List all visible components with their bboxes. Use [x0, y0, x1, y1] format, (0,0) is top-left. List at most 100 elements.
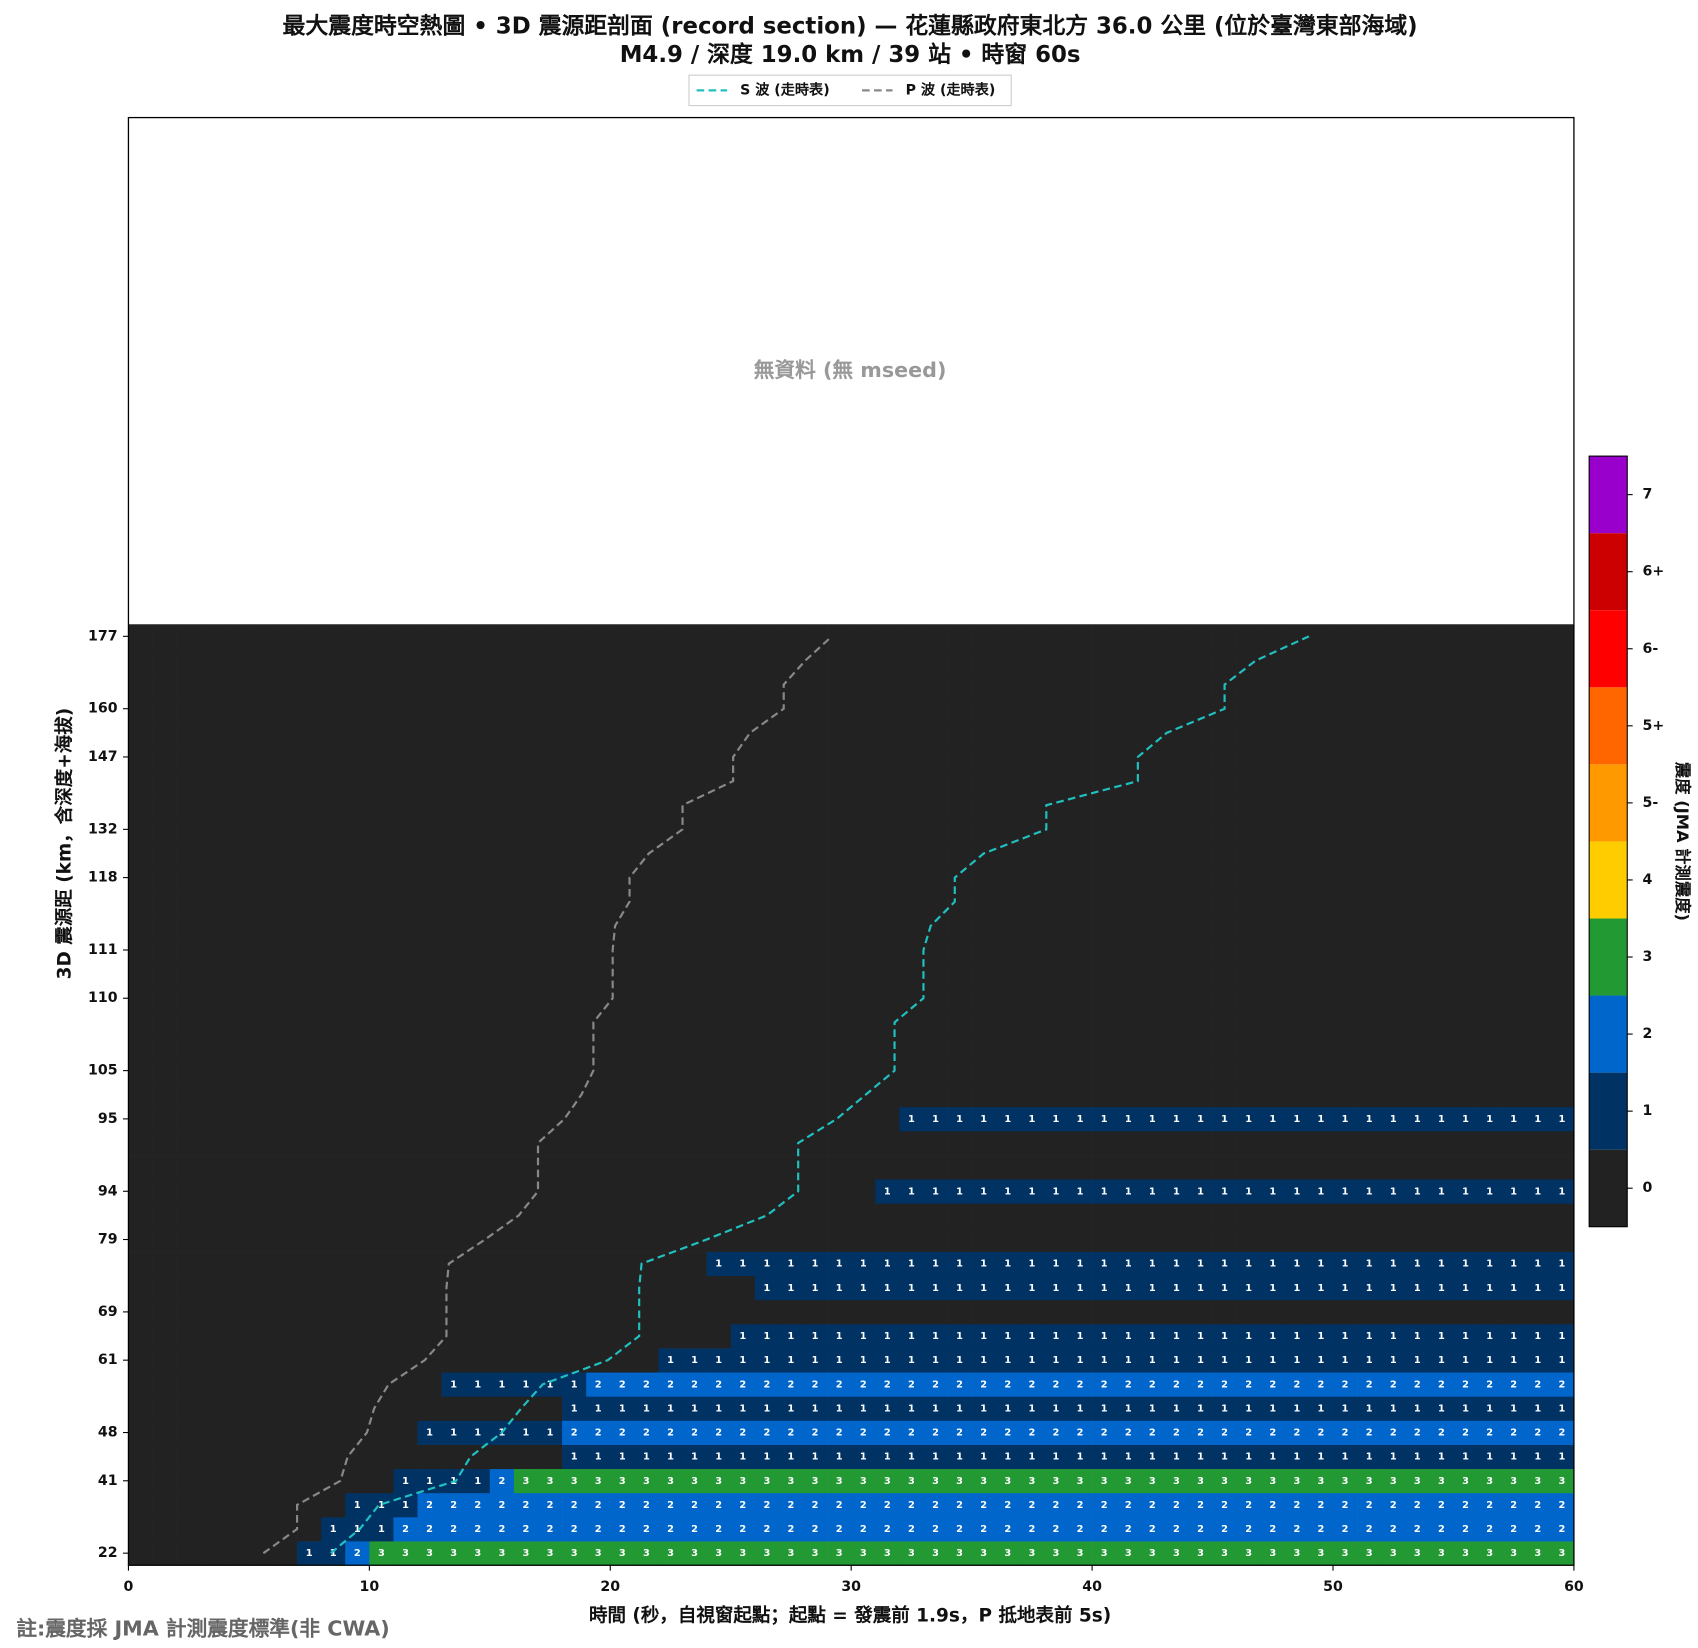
heat-cell [248, 1203, 274, 1228]
heat-cell [1357, 1106, 1382, 1132]
heat-cell [1019, 1227, 1045, 1252]
heat-cell [851, 1444, 876, 1470]
heat-cell [875, 1130, 900, 1156]
cell-label: 2 [1486, 1524, 1493, 1535]
heat-cell [947, 841, 972, 866]
heat-cell [634, 1082, 659, 1108]
heat-cell [1019, 1444, 1045, 1470]
heat-cell [802, 962, 828, 987]
heat-cell [297, 672, 322, 697]
cell-label: 1 [1245, 1331, 1252, 1342]
cell-label: 2 [1414, 1524, 1421, 1535]
heat-cell [851, 1155, 876, 1180]
heat-cell [1043, 937, 1069, 963]
heat-cell [1260, 1444, 1286, 1470]
heat-cell [152, 986, 177, 1011]
heat-cell [1453, 696, 1478, 722]
cell-label: 1 [1221, 1114, 1228, 1125]
heat-cell [345, 793, 370, 818]
heat-cell [1308, 1130, 1334, 1156]
heat-cell [152, 1179, 177, 1204]
heat-cell [1501, 793, 1527, 818]
heat-cell [1477, 1299, 1502, 1325]
cell-label: 1 [643, 1452, 650, 1463]
heat-cell [682, 1372, 707, 1397]
heat-cell [321, 986, 346, 1011]
heat-cell [200, 913, 226, 939]
heat-cell [465, 1058, 491, 1084]
heat-cell [441, 672, 467, 697]
cell-label: 1 [1004, 1186, 1011, 1197]
cell-label: 1 [691, 1403, 698, 1414]
cell-label: 2 [932, 1524, 939, 1535]
cell-label: 2 [691, 1500, 698, 1511]
heat-cell [1043, 1010, 1069, 1035]
heat-cell [1116, 1444, 1141, 1470]
heat-cell [1092, 1082, 1117, 1108]
heat-cell [706, 1058, 732, 1084]
heat-cell [465, 986, 491, 1011]
heat-cell [610, 744, 635, 770]
heat-cell [1140, 1251, 1165, 1277]
heat-cell [537, 1034, 563, 1059]
cell-label: 1 [739, 1403, 746, 1414]
heat-cell [802, 793, 828, 818]
heat-cell [1453, 937, 1478, 963]
cell-label: 1 [788, 1259, 795, 1270]
cell-label: 1 [1149, 1186, 1156, 1197]
heat-cell [441, 696, 467, 722]
heat-cell [802, 1420, 828, 1445]
heat-cell [1357, 1203, 1382, 1228]
cell-label: 1 [1053, 1355, 1060, 1366]
heat-cell [1549, 1106, 1575, 1132]
cell-label: 1 [1390, 1186, 1397, 1197]
heat-cell [176, 1058, 202, 1084]
heat-cell [706, 1396, 732, 1421]
heat-cell [176, 1348, 202, 1373]
heat-cell [1140, 1130, 1165, 1156]
heat-cell [1067, 1082, 1093, 1108]
heat-cell [321, 962, 346, 987]
heat-cell [1260, 1179, 1286, 1204]
heat-cell [682, 1468, 707, 1494]
cell-label: 1 [354, 1500, 361, 1511]
heat-cell [1453, 1227, 1478, 1252]
cell-label: 3 [908, 1476, 915, 1487]
heat-cell [1260, 624, 1286, 649]
heat-cell [1405, 1323, 1430, 1349]
heat-cell [1043, 720, 1069, 746]
heat-cell [272, 1155, 298, 1180]
cell-label: 1 [1221, 1452, 1228, 1463]
heat-cell [224, 1372, 250, 1397]
heat-cell [176, 696, 202, 722]
heat-cell [1357, 793, 1382, 818]
heat-cell [1308, 962, 1334, 987]
heat-cell [1525, 1516, 1551, 1542]
heat-cell [778, 865, 804, 890]
cell-label: 2 [1293, 1500, 1300, 1511]
cell-label: 1 [330, 1548, 337, 1559]
cell-label: 3 [595, 1548, 602, 1559]
heat-cell [152, 1396, 177, 1421]
heat-cell [272, 865, 298, 890]
colorbar-tick-label: 6- [1642, 641, 1658, 657]
heat-cell [778, 1227, 804, 1252]
heat-cell [1525, 889, 1551, 915]
heat-cell [297, 1179, 322, 1204]
heat-cell [658, 720, 683, 746]
heat-cell [1116, 1155, 1141, 1180]
heat-cell [1092, 744, 1117, 770]
cell-label: 1 [667, 1355, 674, 1366]
heat-cell [1308, 1155, 1334, 1180]
heat-cell [176, 769, 202, 794]
cell-label: 3 [667, 1476, 674, 1487]
heat-cell [393, 1179, 418, 1204]
cell-label: 1 [788, 1403, 795, 1414]
cell-label: 1 [1558, 1331, 1565, 1342]
heat-cell [224, 986, 250, 1011]
heat-cell [827, 744, 852, 770]
cell-label: 1 [932, 1283, 939, 1294]
cell-label: 2 [1269, 1428, 1276, 1439]
heat-cell [200, 1348, 226, 1373]
heat-cell [923, 1082, 948, 1108]
